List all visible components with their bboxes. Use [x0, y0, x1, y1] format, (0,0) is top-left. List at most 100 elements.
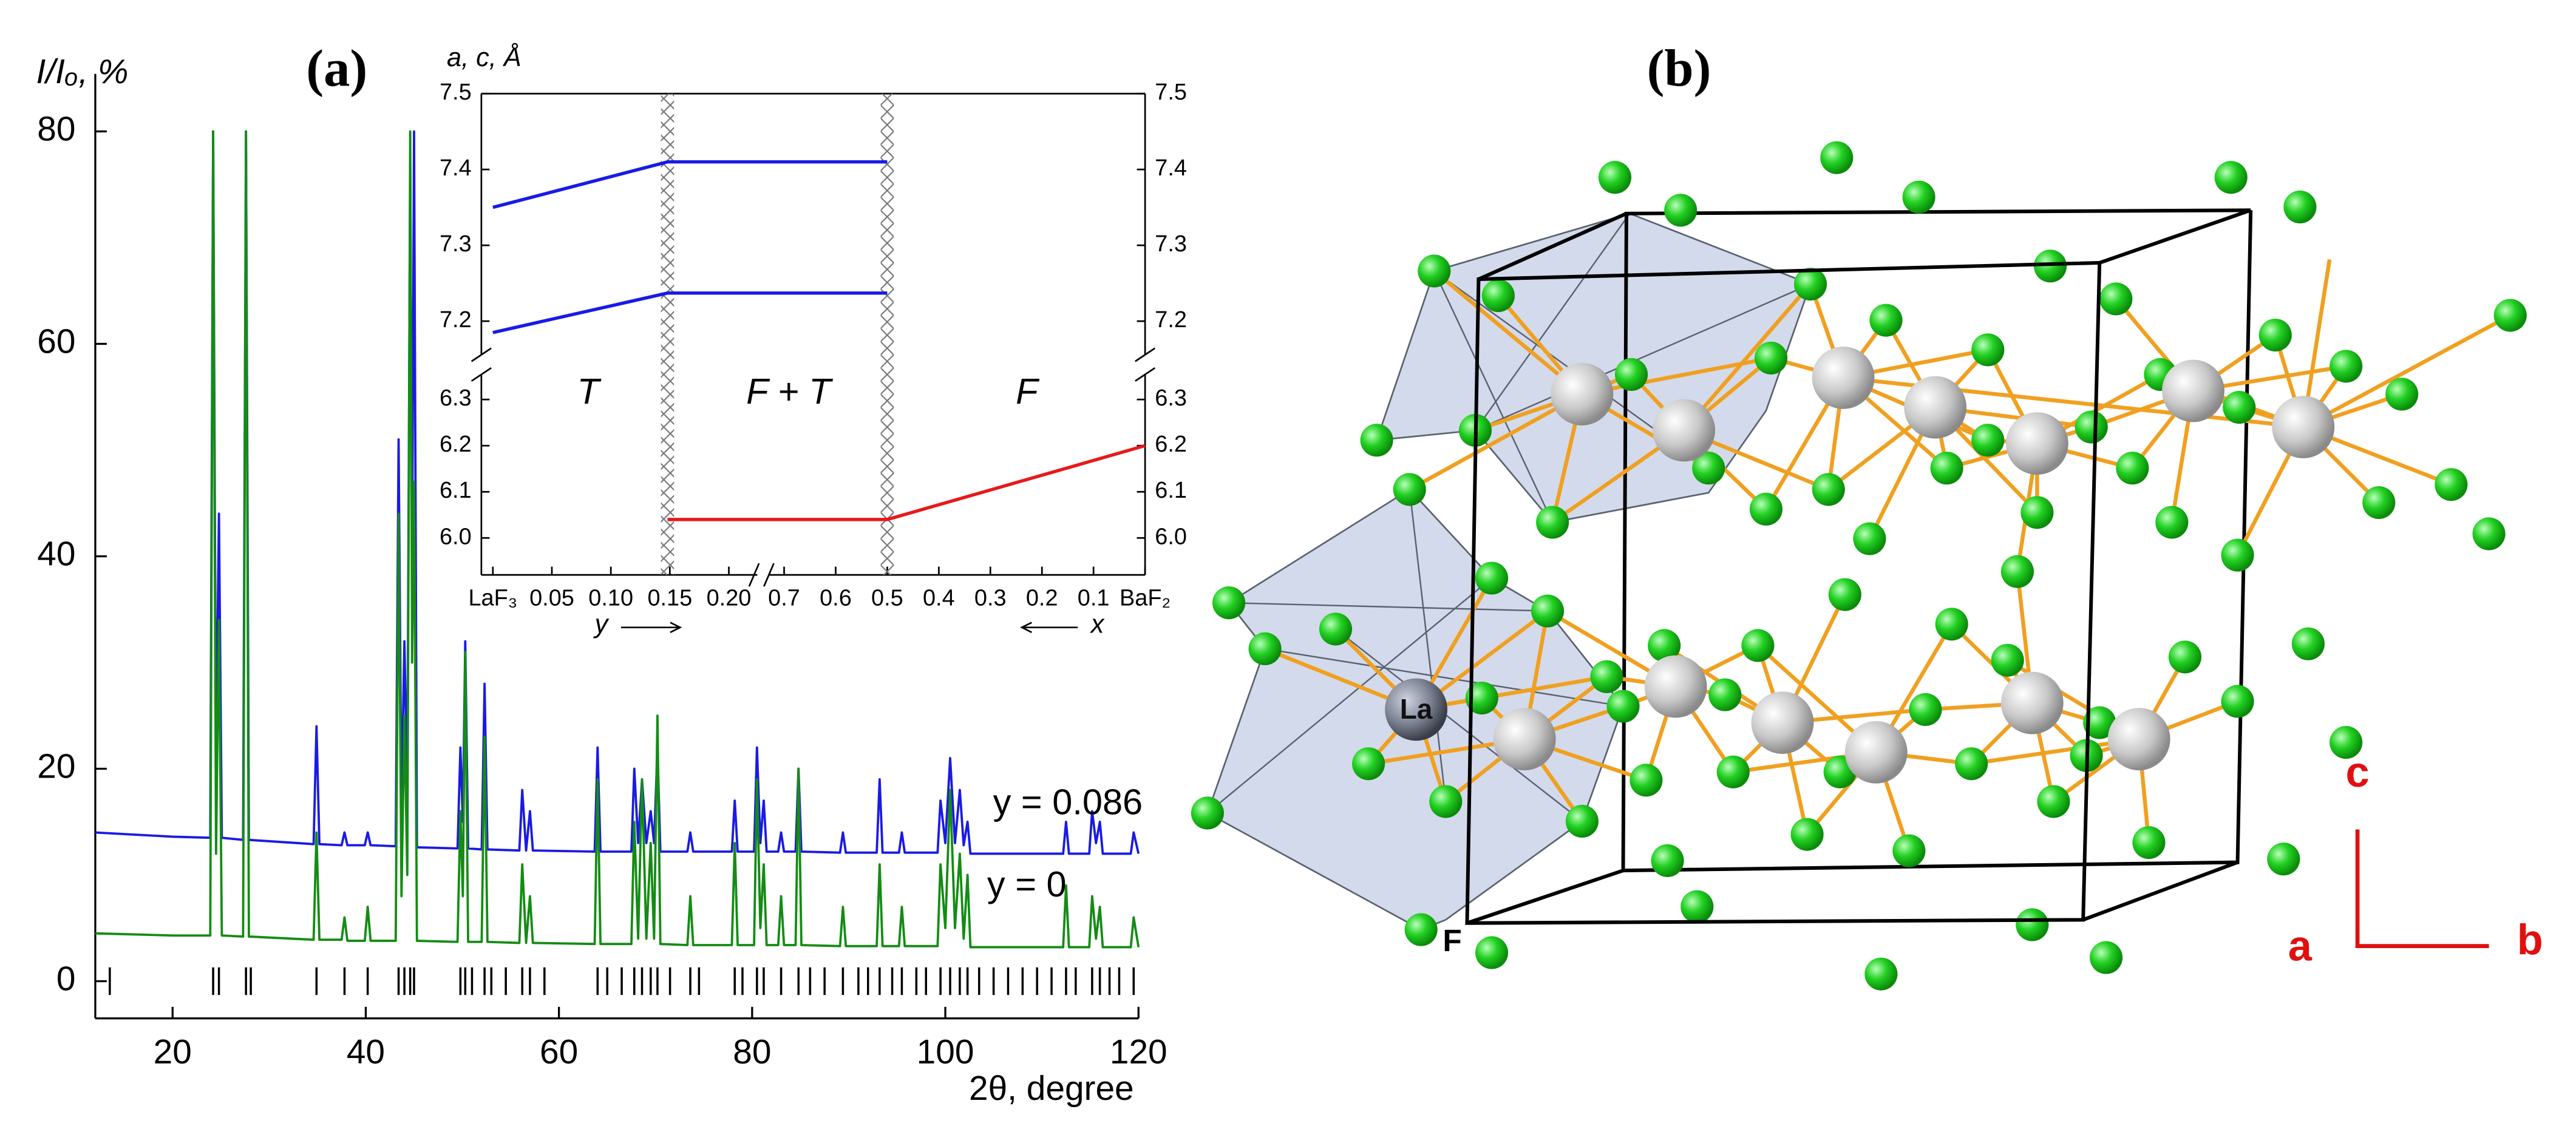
inset-y-tick-label: 6.0 [1155, 524, 1187, 549]
f-atom [1404, 913, 1438, 946]
f-atom [1393, 473, 1426, 506]
f-atom [2099, 282, 2133, 316]
inset-x-tick-label: 0.15 [647, 586, 692, 611]
axis-break [1135, 367, 1156, 382]
f-atom [1708, 678, 1742, 711]
y-tick-label: 20 [37, 747, 75, 785]
f-atom [1971, 424, 2005, 457]
f-atom [1935, 608, 1968, 641]
polyhedron-edge [1474, 213, 1631, 431]
polyhedron-edge [1265, 648, 1623, 707]
inset-y-tick-label: 7.5 [440, 80, 472, 105]
inset-x-tick-label: LaF₃ [468, 586, 517, 611]
f-atom [1991, 643, 2024, 677]
cation-atom [1644, 655, 1707, 718]
inset-x-tick-label: BaF₂ [1120, 586, 1171, 611]
unit-cell-edge [1466, 869, 1624, 925]
inset-x-tick-label: 0.1 [1078, 586, 1110, 611]
axis-break [471, 367, 492, 382]
inset-y-tick-label: 6.2 [1155, 432, 1187, 457]
axis-break [1135, 347, 1156, 362]
f-atom [1429, 785, 1463, 818]
panel-label: (b) [1647, 39, 1711, 98]
f-atom [1930, 452, 1963, 485]
polyhedron-edge [1335, 628, 1583, 822]
la-atom [1385, 678, 1447, 741]
bond [1416, 674, 1608, 712]
f-atom [1716, 755, 1750, 788]
lattice-line [492, 291, 888, 334]
axis-break [763, 563, 775, 587]
x-tick-label: 100 [917, 1033, 974, 1071]
f-atom [1864, 957, 1898, 991]
f-atom [1869, 303, 1903, 337]
inset-x-tick-label: 0.2 [1026, 586, 1058, 611]
y-tick-label: 60 [37, 322, 75, 361]
axis-letter: a [2288, 922, 2313, 970]
f-atom [2267, 843, 2300, 876]
f-atom [1692, 452, 1725, 485]
axis-indicator [2355, 829, 2489, 949]
cation-atom [2107, 708, 2170, 771]
x-tick-label: 40 [347, 1033, 385, 1071]
f-atom [2435, 468, 2468, 501]
polyhedron-edge [1475, 283, 1811, 432]
cation-atom [1904, 376, 1967, 439]
y-tick-label: 40 [37, 535, 75, 573]
polyhedron-edge [1433, 270, 1554, 523]
axis-letter: c [2346, 748, 2370, 796]
inset-y-tick-label: 7.4 [440, 155, 472, 181]
y-tick-label: 0 [56, 960, 76, 998]
inset-x-tick-label: 0.05 [529, 586, 574, 611]
f-atom [2155, 506, 2189, 539]
bond [2302, 313, 2512, 429]
f-atom [1191, 796, 1224, 830]
cation-atom [2162, 359, 2224, 422]
f-atom [1536, 506, 1569, 539]
inset-x-tick-label: 0.7 [768, 586, 800, 611]
polyhedron-edge [1409, 489, 1447, 802]
f-atom [1754, 341, 1788, 375]
f-atom [1248, 632, 1282, 665]
f-atom [2493, 299, 2527, 332]
f-atom [1681, 890, 1714, 923]
cation-atom [1493, 708, 1556, 771]
f-atom [1853, 522, 1886, 555]
f-atom [2214, 161, 2248, 194]
f-atom [1598, 161, 1632, 194]
polyhedron-edge [1229, 602, 1548, 612]
f-atom [2168, 640, 2202, 674]
f-atom [2000, 555, 2034, 588]
inset-y-tick-label: 7.2 [440, 307, 472, 333]
panel-a: (a) I/Iₒ, % 2θ, degree 0 20 40 60 80 20 40 60 80… [36, 39, 1187, 1108]
f-atom [1749, 492, 1782, 526]
phase-label: F [1016, 371, 1040, 412]
f-atom [1465, 681, 1498, 715]
series-label: y = 0.086 [993, 782, 1143, 822]
bond [1409, 392, 1583, 492]
f-atom [1360, 424, 1393, 457]
f-atom [2037, 785, 2070, 818]
f-atom [2472, 517, 2506, 551]
f-atom [1418, 254, 1451, 288]
inset-y-tick-label: 6.3 [1155, 385, 1187, 411]
f-atom [1614, 358, 1648, 392]
cation-atom [1653, 399, 1716, 462]
f-atom [1565, 804, 1599, 838]
panel-label: (a) [306, 39, 367, 98]
inset-y-tick-label: 7.5 [1155, 80, 1187, 105]
f-atom [2385, 378, 2419, 411]
f-atom [1475, 936, 1509, 969]
cation-atom [2006, 412, 2068, 475]
f-atom [1475, 561, 1509, 595]
phase-label: F + T [746, 371, 833, 412]
f-atom [2221, 685, 2254, 718]
f-atom [1828, 578, 1861, 611]
f-atom [1590, 660, 1623, 693]
f-atom [1606, 690, 1640, 723]
cation-atom [1844, 720, 1908, 784]
unit-cell-edge [2082, 860, 2238, 922]
axis-break [748, 563, 760, 587]
phase-boundary [880, 93, 894, 575]
polyhedron-edge [1207, 577, 1492, 814]
